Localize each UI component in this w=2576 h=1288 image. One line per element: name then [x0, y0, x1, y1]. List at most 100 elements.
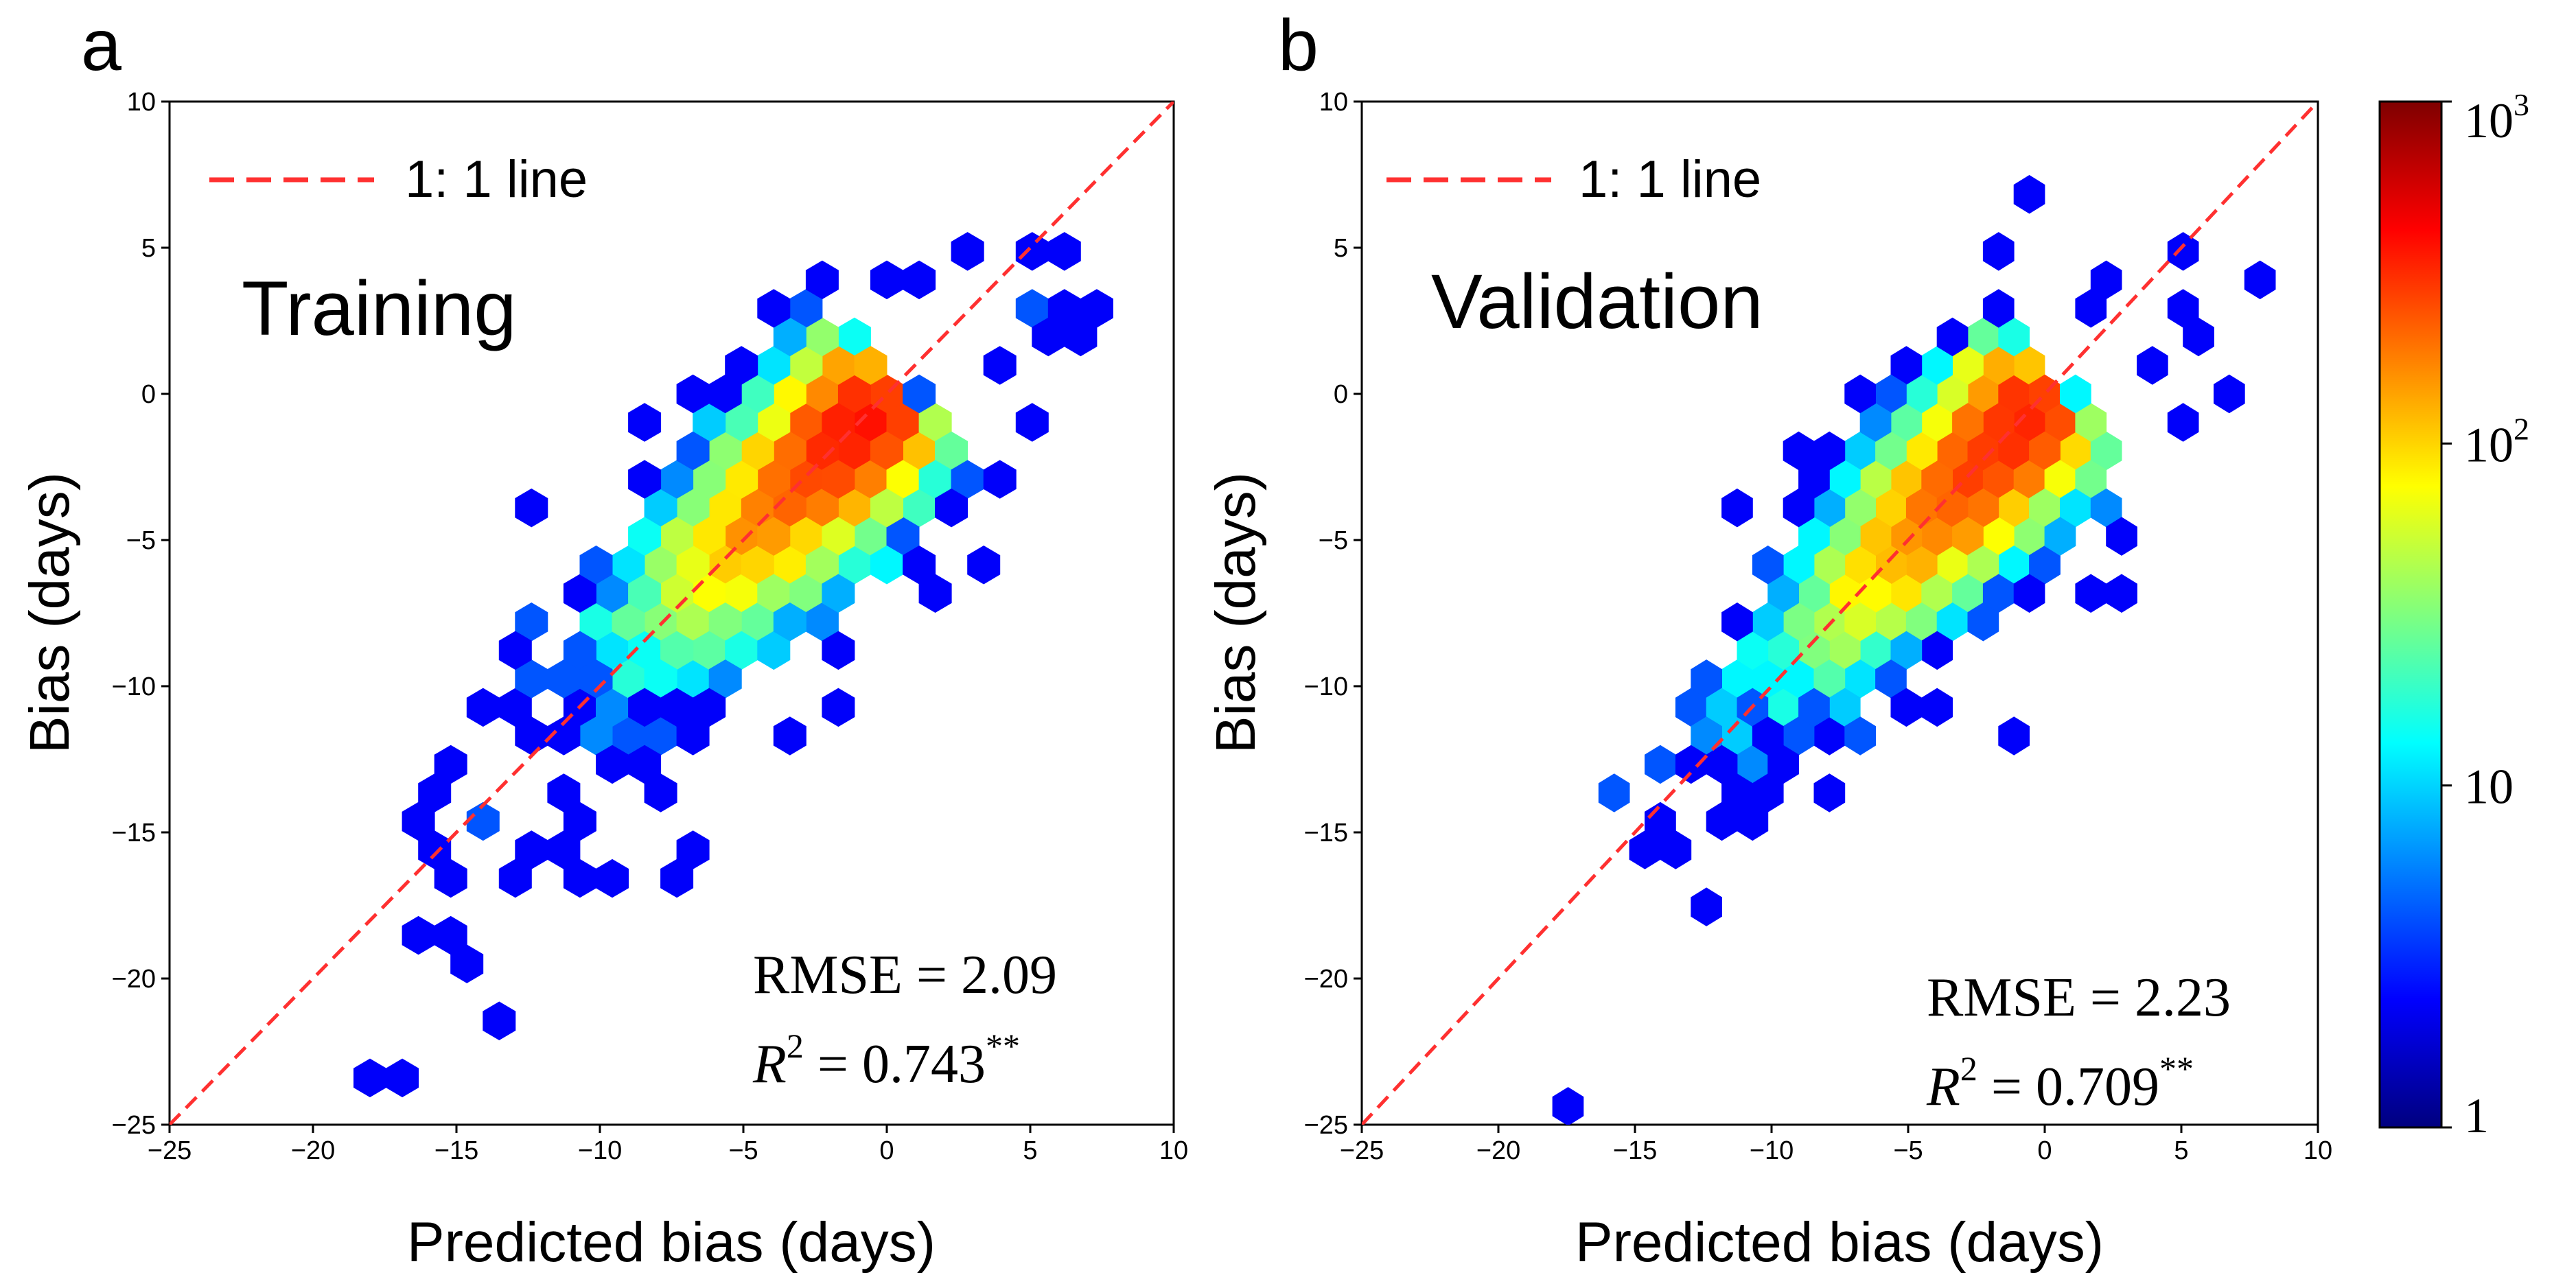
hexbin-cell — [1982, 289, 2015, 328]
hexbin-cell — [1829, 688, 1861, 727]
hexbin-cell — [1706, 801, 1738, 841]
hexbin-cell — [2090, 488, 2122, 528]
hexbin-cell — [2060, 488, 2091, 528]
panel-a-ylabel: Bias (days) — [19, 472, 81, 753]
panel-a-legend-label: 1: 1 line — [405, 150, 588, 209]
hexbin-cell — [1844, 488, 1876, 528]
hexbin-cell — [708, 488, 742, 528]
hexbin-cell — [402, 801, 435, 841]
hexbin-cell — [2167, 403, 2199, 442]
panel-b-ticks: −25 −20 −15 −10 −5 0 5 10 −25 −20 −15 −10 −5 0 5 10 — [1304, 88, 2333, 1165]
hexbin-cell — [660, 631, 694, 670]
hexbin-cell — [660, 460, 694, 499]
y-tick-label: −15 — [1304, 819, 1348, 847]
hexbin-cell — [2029, 546, 2061, 585]
panel-a-rmse: RMSE = 2.09 — [753, 945, 1057, 1005]
hexbin-cell — [725, 574, 758, 613]
panel-a-r2-exp: 2 — [787, 1027, 804, 1065]
hexbin-cell — [563, 801, 596, 841]
hexbin-cell — [596, 574, 629, 613]
hexbin-cell — [1813, 716, 1846, 756]
y-tick-label: 0 — [1334, 380, 1348, 409]
hexbin-cell — [628, 631, 662, 670]
hexbin-cell — [708, 602, 742, 642]
panel-b-r2-symbol: R — [1926, 1057, 1960, 1117]
panel-b: b −25 −20 −15 −10 −5 0 5 10 −25 −20 −15 −10 −5 0 5 10 1… — [1205, 5, 2332, 1274]
hexbin-cell — [903, 260, 936, 300]
hexbin-cell — [805, 374, 839, 414]
hexbin-cell — [676, 546, 710, 585]
hexbin-cell — [708, 546, 742, 585]
hexbin-cell — [515, 716, 548, 756]
hexbin-cell — [1890, 460, 1923, 499]
hexbin-cell — [1552, 1087, 1584, 1125]
hexbin-cell — [1015, 232, 1049, 271]
hexbin-cell — [870, 431, 903, 471]
hexbin-cell — [1798, 517, 1830, 556]
panel-a-hexbins — [353, 232, 1113, 1098]
panel-a-one-to-one-line — [170, 102, 1174, 1125]
panel-a-r2: R2 = 0.743** — [752, 1027, 1020, 1094]
hexbin-cell — [741, 602, 774, 642]
hexbin-cell — [837, 488, 871, 528]
colorbar-tick-exp: 2 — [2514, 411, 2529, 446]
colorbar-gradient — [2378, 100, 2443, 1129]
hexbin-cell — [466, 801, 500, 841]
hexbin-cell — [725, 517, 758, 556]
hexbin-cell — [676, 602, 710, 642]
colorbar-tick-base: 1 — [2464, 1088, 2489, 1143]
colorbar-tick-label: 103 — [2464, 87, 2529, 148]
panel-a: a −25 −20 −15 −10 −5 0 5 10 −25 −20 −15 −10 −5 0 5 10 1… — [19, 5, 1188, 1274]
hexbin-cell — [1952, 574, 1984, 613]
hexbin-cell — [1890, 574, 1923, 613]
hexbin-cell — [644, 773, 677, 812]
hexbin-cell — [1998, 546, 2030, 585]
hexbin-cell — [660, 517, 694, 556]
hexbin-cell — [1721, 773, 1753, 812]
hexbin-cell — [1737, 745, 1769, 784]
hexbin-cell — [757, 517, 791, 556]
hexbin-cell — [676, 431, 710, 471]
hexbin-cell — [628, 745, 662, 784]
hexbin-cell — [579, 546, 613, 585]
hexbin-cell — [1875, 431, 1907, 471]
x-tick-label: 10 — [2304, 1136, 2332, 1165]
hexbin-cell — [886, 460, 920, 499]
hexbin-cell — [1967, 374, 1999, 414]
hexbin-cell — [596, 745, 629, 784]
hexbin-cell — [822, 574, 855, 613]
hexbin-cell — [1905, 374, 1938, 414]
hexbin-cell — [903, 374, 936, 414]
hexbin-cell — [1829, 574, 1861, 613]
hexbin-cell — [563, 858, 596, 898]
y-tick-label: 0 — [141, 380, 156, 409]
hexbin-cell — [2183, 317, 2214, 357]
hexbin-cell — [1015, 289, 1049, 328]
hexbin-cell — [676, 830, 710, 869]
hexbin-cell — [1998, 488, 2030, 528]
hexbin-cell — [903, 488, 936, 528]
hexbin-cell — [2090, 431, 2122, 471]
panel-b-legend: 1: 1 line — [1386, 150, 1761, 209]
hexbin-cell — [725, 460, 758, 499]
hexbin-cell — [1859, 631, 1892, 670]
panel-b-stats: RMSE = 2.23 R2 = 0.709** — [1926, 968, 2231, 1117]
hexbin-cell — [1767, 745, 1799, 784]
hexbin-cell — [498, 631, 532, 670]
panel-b-label: b — [1278, 5, 1319, 86]
hexbin-cell — [1844, 374, 1876, 414]
hexbin-cell — [1859, 403, 1892, 442]
hexbin-cell — [1629, 830, 1661, 869]
hexbin-cell — [805, 546, 839, 585]
hexbin-cell — [1967, 546, 1999, 585]
hexbin-cell — [1875, 659, 1907, 699]
hexbin-cell — [837, 546, 871, 585]
hexbin-cell — [644, 659, 677, 699]
hexbin-cell — [2106, 517, 2137, 556]
hexbin-cell — [1047, 232, 1081, 271]
hexbin-cell — [660, 574, 694, 613]
colorbar-tick-label: 10 — [2464, 760, 2514, 815]
hexbin-cell — [2029, 488, 2061, 528]
